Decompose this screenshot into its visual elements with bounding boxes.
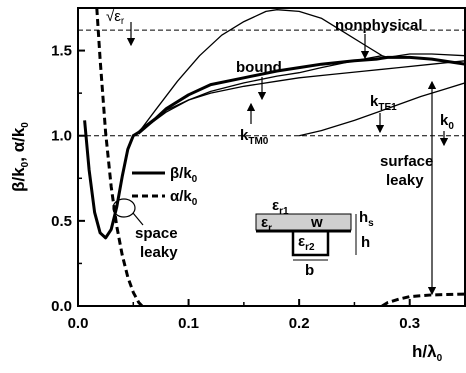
series-line-1 bbox=[95, 8, 144, 306]
anno-k0: k0 bbox=[440, 112, 454, 132]
inset-er: εr bbox=[261, 214, 272, 234]
y-axis-label: β/k0, α/k0 bbox=[9, 122, 31, 192]
inset-b: b bbox=[305, 262, 314, 279]
anno-nonphysical: nonphysical bbox=[335, 17, 423, 34]
x-axis-label: h/λ0 bbox=[412, 342, 443, 364]
inset-er1: εr1 bbox=[272, 197, 289, 217]
anno-space: space bbox=[135, 225, 178, 242]
anno-space-leaky: leaky bbox=[140, 244, 178, 261]
legend-label-alpha-main: α/k bbox=[170, 188, 192, 205]
anno-bound: bound bbox=[236, 59, 282, 76]
inset-h: h bbox=[361, 234, 370, 251]
y-tick-label-2: 1.0 bbox=[51, 128, 72, 145]
anno-kte1: kTE1 bbox=[370, 93, 397, 113]
anno-ktm0-main: k bbox=[240, 127, 249, 144]
anno-sqrt-er-main: √ε bbox=[106, 8, 121, 25]
anno-kte1-sub: TE1 bbox=[378, 102, 397, 113]
space-leaky-pointer bbox=[132, 212, 144, 226]
plot-frame bbox=[77, 7, 466, 307]
legend-label-beta-main: β/k bbox=[170, 165, 192, 182]
legend-label-beta-sub: 0 bbox=[192, 174, 198, 185]
y-axis-label-part2: , α/k bbox=[9, 127, 28, 162]
inset-er-sub: r bbox=[268, 223, 272, 234]
x-axis-label-sub: 0 bbox=[437, 353, 443, 364]
anno-ktm0: kTM0 bbox=[240, 127, 269, 147]
legend-label-alpha-sub: 0 bbox=[192, 197, 198, 208]
anno-k0-sub: 0 bbox=[448, 121, 454, 132]
axis-ticks: 0.0 0.1 0.2 0.3 0.0 0.5 1.0 1.5 bbox=[51, 43, 420, 332]
inset-er2-sub: r2 bbox=[305, 242, 315, 253]
inset-er1-sub: r1 bbox=[279, 206, 289, 217]
inset-hs-sub: s bbox=[368, 218, 374, 229]
series-line-4 bbox=[138, 55, 383, 133]
x-axis-label-main: h/λ bbox=[412, 342, 437, 361]
annotations: √εr nonphysical bound kTM0 kTE1 k0 surfa… bbox=[106, 8, 454, 296]
inset-groove bbox=[291, 231, 330, 257]
series-line-2 bbox=[381, 292, 465, 306]
space-leaky-circle bbox=[112, 198, 136, 218]
inset-er2: εr2 bbox=[298, 233, 315, 253]
series-line-5 bbox=[138, 60, 465, 135]
anno-sqrt-er: √εr bbox=[106, 8, 125, 27]
series-line-0 bbox=[83, 55, 465, 240]
y-axis-label-part2-sub: 0 bbox=[20, 122, 31, 128]
legend-label-beta: β/k0 bbox=[170, 165, 198, 185]
anno-k0-main: k bbox=[440, 112, 449, 129]
inset-cross-section: εr1 εr w εr2 b hs h bbox=[255, 197, 374, 279]
series-layer bbox=[83, 8, 465, 306]
anno-ktm0-sub: TM0 bbox=[248, 136, 268, 147]
y-tick-label-1: 0.5 bbox=[51, 213, 72, 230]
y-tick-label-3: 1.5 bbox=[51, 43, 72, 60]
inset-er2-main: ε bbox=[298, 233, 305, 250]
inset-hs-main: h bbox=[359, 209, 368, 226]
y-axis-label-part1-sub: 0 bbox=[20, 161, 31, 167]
y-axis-label-part1: β/k bbox=[9, 167, 28, 192]
inset-er1-main: ε bbox=[272, 197, 279, 214]
x-tick-label-0: 0.0 bbox=[68, 315, 89, 332]
anno-surface-leaky: leaky bbox=[386, 172, 424, 189]
x-tick-label-2: 0.2 bbox=[289, 315, 310, 332]
legend: β/k0 α/k0 bbox=[132, 165, 198, 208]
y-tick-label-0: 0.0 bbox=[51, 298, 72, 315]
series-line-6 bbox=[298, 82, 465, 137]
reference-lines bbox=[78, 29, 465, 137]
inset-er-main: ε bbox=[261, 214, 268, 231]
x-tick-label-1: 0.1 bbox=[178, 315, 199, 332]
inset-hs: hs bbox=[359, 209, 374, 229]
anno-sqrt-er-sub: r bbox=[121, 16, 125, 27]
anno-kte1-main: k bbox=[370, 93, 379, 110]
x-tick-label-3: 0.3 bbox=[399, 315, 420, 332]
inset-w: w bbox=[310, 214, 323, 231]
legend-label-alpha: α/k0 bbox=[170, 188, 198, 208]
anno-surface: surface bbox=[380, 153, 433, 170]
series-line-3 bbox=[138, 9, 465, 133]
